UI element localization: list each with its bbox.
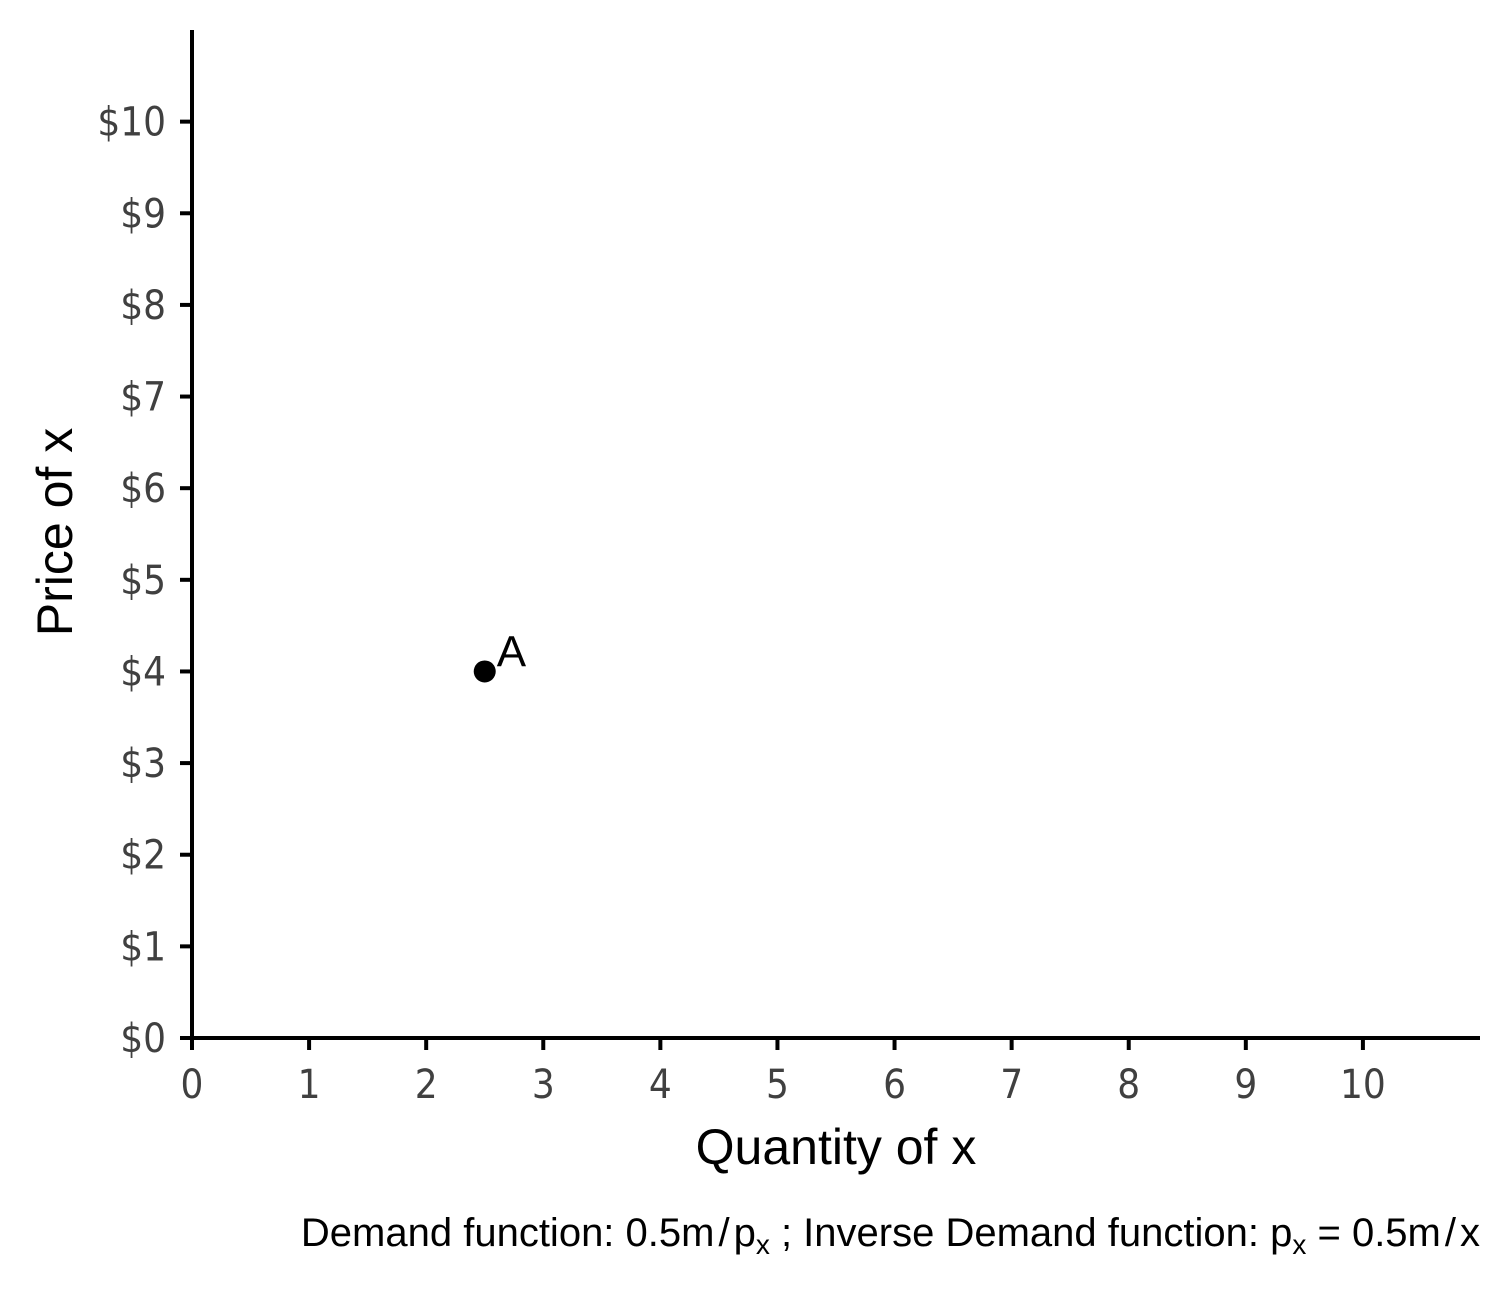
x-tick-label: 4: [649, 1062, 672, 1108]
x-tick-label: 7: [1000, 1062, 1023, 1108]
caption-p2: p: [1270, 1211, 1292, 1255]
x-tick-label: 10: [1340, 1062, 1386, 1108]
y-tick-label: $5: [120, 558, 166, 604]
y-tick-label: $3: [120, 741, 166, 787]
y-tick-label: $8: [120, 283, 166, 329]
y-tick-label: $6: [120, 466, 166, 512]
y-tick-label: $0: [120, 1016, 166, 1062]
y-tick-label: $10: [97, 100, 166, 146]
caption-part2: ; Inverse Demand function:: [770, 1211, 1270, 1255]
y-tick-label: $9: [120, 191, 166, 237]
x-tick-label: 5: [766, 1062, 789, 1108]
caption-sub2: x: [1292, 1229, 1306, 1260]
ticks-layer: 0 1 2 3 4 5 6 7 8 9 10 $0 $1 $2 $3 $4 $5 $6 $7 $8 $9 $10: [97, 100, 1385, 1108]
y-tick-label: $4: [120, 649, 166, 695]
caption: Demand function: 0.5m / px ; Inverse Deman…: [301, 1211, 1480, 1260]
data-point-label: A: [497, 627, 527, 676]
x-axis-title: Quantity of x: [696, 1119, 977, 1175]
points-layer: A: [473, 627, 527, 683]
x-tick-label: 2: [415, 1062, 438, 1108]
x-tick-label: 3: [532, 1062, 555, 1108]
caption-p1: p: [734, 1211, 756, 1255]
y-tick-label: $2: [120, 833, 166, 879]
x-tick-label: 6: [883, 1062, 906, 1108]
data-point: [473, 660, 496, 683]
y-tick-label: $1: [120, 924, 166, 970]
caption-part3: = 0.5m: [1306, 1211, 1441, 1255]
x-tick-label: 8: [1117, 1062, 1140, 1108]
caption-part4: x: [1460, 1211, 1480, 1255]
caption-part1: Demand function: 0.5m: [301, 1211, 715, 1255]
y-tick-label: $7: [120, 375, 166, 421]
caption-slash2: /: [1445, 1211, 1457, 1255]
x-tick-label: 9: [1234, 1062, 1257, 1108]
y-axis-title: Price of x: [27, 428, 83, 636]
caption-sub1: x: [756, 1229, 770, 1260]
x-tick-label: 0: [181, 1062, 204, 1108]
caption-slash1: /: [718, 1211, 730, 1255]
x-tick-label: 1: [298, 1062, 321, 1108]
